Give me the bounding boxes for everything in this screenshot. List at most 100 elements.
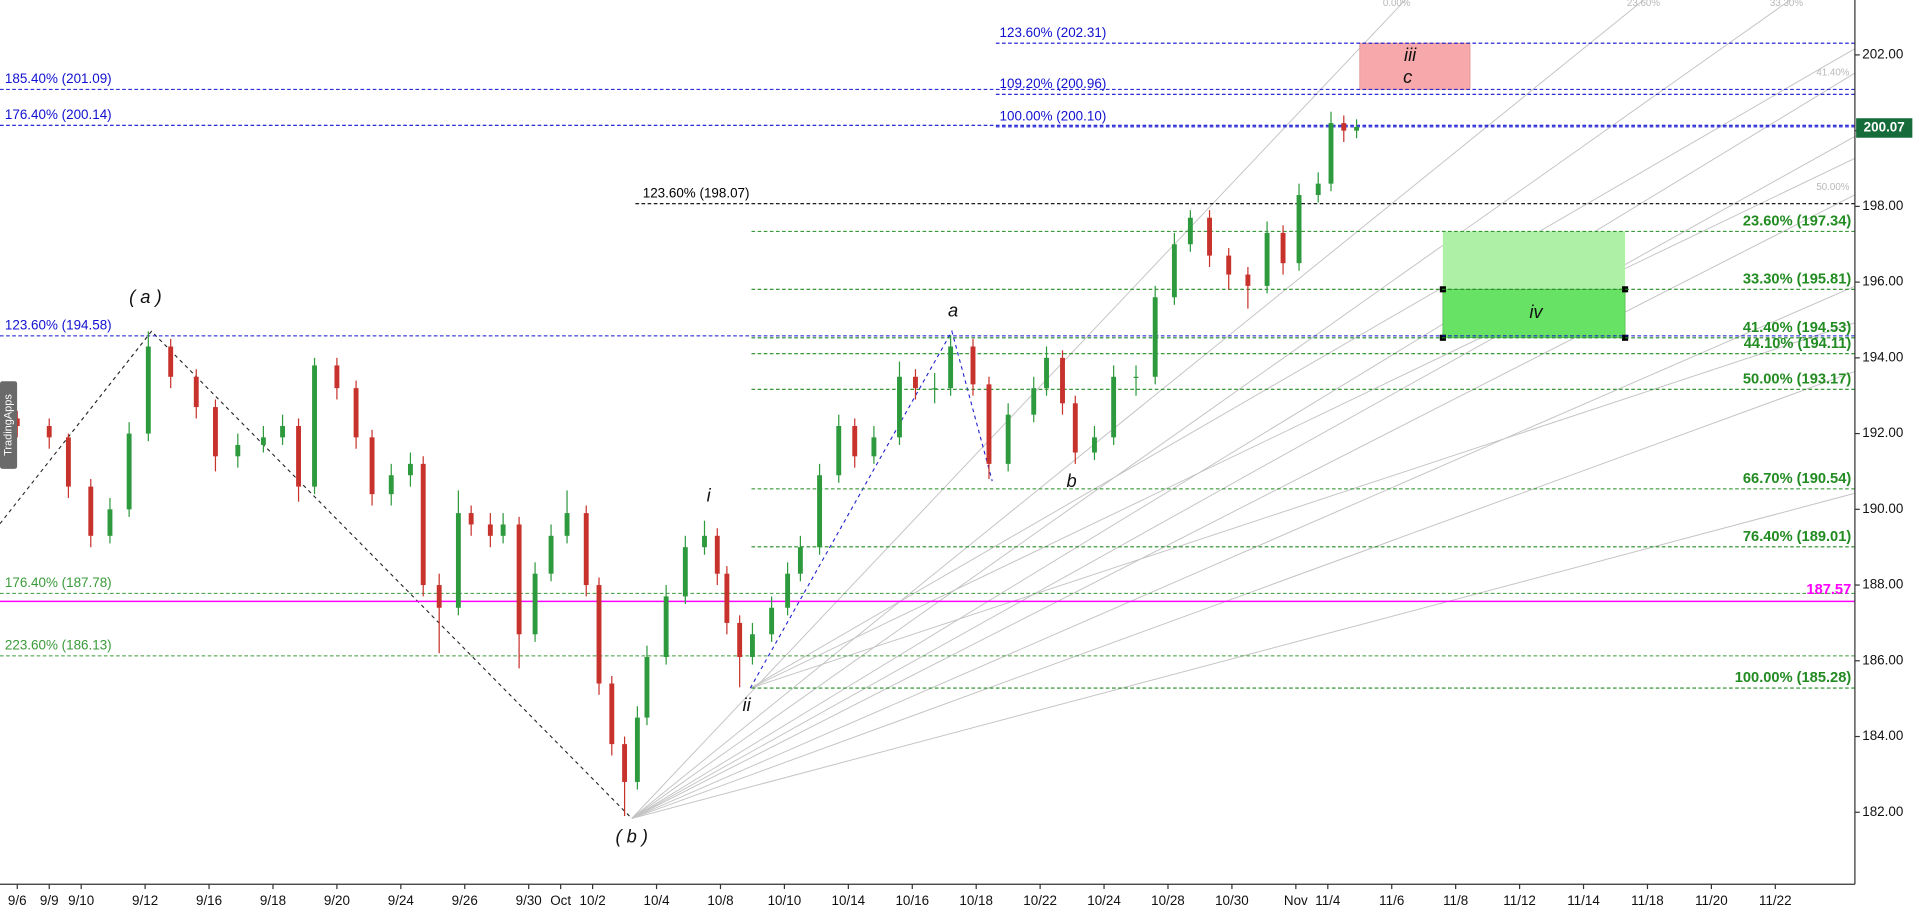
candle-body: [126, 433, 132, 510]
zones: [1359, 42, 1629, 341]
candle-body: [609, 683, 615, 745]
candle-body: [1133, 376, 1139, 378]
levels: 185.40% (201.09) 176.40% (200.14) 123.60% …: [0, 25, 1855, 689]
candle-body: [235, 444, 241, 457]
candle-body: [852, 426, 858, 457]
candle-body: [532, 573, 538, 635]
fan-label: 33.30%: [1770, 0, 1803, 9]
candle-body: [14, 418, 20, 427]
fan-line: [631, 285, 1856, 819]
candle-body: [596, 585, 602, 684]
fib-label: 176.40% (187.78): [5, 575, 112, 590]
candle-body: [436, 585, 442, 608]
candle-body: [145, 346, 151, 434]
wave-zigzag: [0, 330, 633, 819]
y-tick-label: 194.00: [1862, 349, 1903, 364]
fib-label: 109.20% (200.96): [1000, 76, 1107, 91]
y-axis-panel: [1854, 0, 1916, 911]
watermark: TradingApps: [2, 394, 14, 456]
x-tick-label: 11/14: [1567, 893, 1600, 908]
x-tick-label: 9/12: [132, 893, 158, 908]
wave-label: iv: [1529, 301, 1544, 322]
fan-line: [631, 135, 1856, 819]
x-tick-label: 10/22: [1023, 893, 1057, 908]
candle-body: [334, 365, 340, 389]
fib-label: 176.40% (200.14): [5, 107, 112, 122]
wave-label: i: [707, 485, 712, 506]
marker-label: 187.57: [1806, 582, 1851, 598]
candle-body: [468, 513, 474, 525]
fib-label: 185.40% (201.09): [5, 71, 112, 86]
y-tick-label: 186.00: [1862, 652, 1903, 667]
candle-body: [296, 426, 301, 487]
candle-body: [948, 346, 954, 389]
candle-body: [785, 573, 791, 608]
wave-label: b: [1067, 470, 1077, 491]
x-tick-label: Nov: [1284, 893, 1308, 908]
fan-line: [750, 157, 1856, 689]
candle-body: [1296, 195, 1302, 264]
candle-body: [1354, 126, 1360, 131]
y-tick-label: 202.00: [1862, 46, 1903, 61]
candle-body: [1060, 357, 1065, 404]
x-tick-label: 9/6: [8, 893, 27, 908]
x-tick-label: 11/6: [1379, 893, 1404, 908]
candle-body: [369, 437, 375, 495]
x-tick-label: 10/2: [580, 893, 606, 908]
x-tick-label: Oct: [550, 893, 571, 908]
candle-body: [516, 524, 522, 635]
candle-body: [622, 744, 628, 782]
candle-body: [724, 573, 730, 623]
fan-line: [750, 48, 1856, 689]
x-tick-label: 9/18: [260, 893, 286, 908]
fan-line: [750, 322, 1856, 689]
candle-body: [564, 513, 570, 536]
candle-body: [644, 657, 650, 718]
wave-label: iii: [1404, 44, 1417, 65]
candle-body: [970, 346, 976, 385]
candle-body: [817, 475, 823, 548]
candle-body: [88, 486, 94, 536]
x-axis-panel: [0, 884, 1916, 911]
fan-label: 23.60%: [1627, 0, 1660, 9]
candle-body: [1328, 123, 1334, 184]
candle-body: [407, 463, 413, 476]
candle-body: [1111, 376, 1117, 438]
fan-line: [631, 371, 1856, 819]
fib-label: 100.00% (185.28): [1735, 670, 1852, 686]
x-tick-label: 10/18: [959, 893, 993, 908]
x-tick-label: 9/10: [68, 893, 94, 908]
y-tick-label: 192.00: [1862, 425, 1903, 440]
candles: [14, 111, 1360, 817]
candle-body: [168, 346, 174, 377]
candle-body: [913, 376, 918, 389]
candle-body: [1005, 414, 1011, 464]
x-tick-label: 11/8: [1443, 893, 1468, 908]
x-tick-label: 9/9: [40, 893, 59, 908]
candle-body: [634, 717, 640, 782]
y-tick-label: 188.00: [1862, 577, 1903, 592]
x-tick-label: 10/16: [895, 893, 929, 908]
candle-body: [487, 524, 493, 536]
wave-label: a: [948, 300, 958, 321]
fan-line: [631, 72, 1856, 819]
x-tick-label: 11/22: [1759, 893, 1792, 908]
x-tick-label: 9/26: [452, 893, 478, 908]
candle-body: [682, 547, 688, 597]
candle-body: [1092, 437, 1097, 453]
x-tick-label: 11/4: [1315, 893, 1341, 908]
fan-line: [631, 194, 1856, 819]
candle-body: [871, 437, 877, 457]
candle-body: [1341, 123, 1347, 131]
watermark-tab: [0, 381, 18, 469]
candle-body: [714, 535, 720, 574]
x-tick-label: 10/30: [1215, 893, 1249, 908]
fib-label: 33.30% (195.81): [1743, 271, 1851, 287]
candle-body: [280, 426, 286, 438]
candle-body: [702, 535, 707, 548]
candle-body: [1031, 388, 1037, 415]
candle-body: [986, 384, 992, 464]
